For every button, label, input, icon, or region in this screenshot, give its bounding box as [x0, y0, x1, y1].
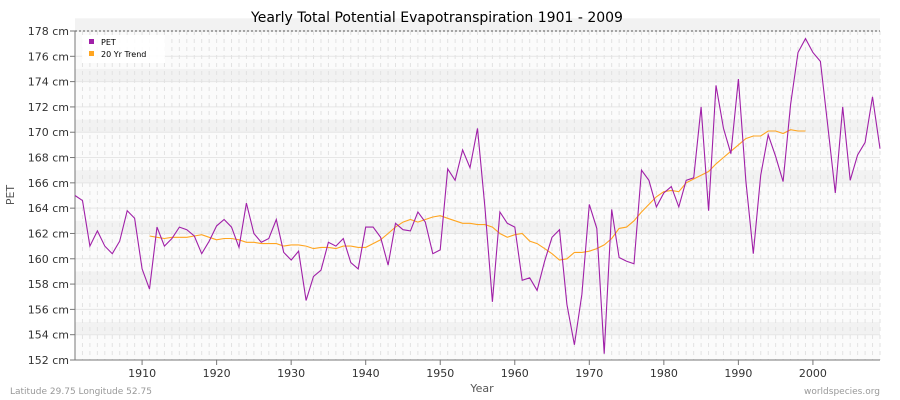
y-tick-label: 168 cm	[28, 152, 69, 165]
legend-swatch-pet	[89, 39, 94, 44]
y-tick-label: 156 cm	[28, 303, 69, 316]
y-tick-label: 158 cm	[28, 278, 69, 291]
x-tick-label: 1980	[650, 367, 678, 380]
legend: PET 20 Yr Trend	[82, 35, 165, 63]
pet-series-line	[74, 37, 881, 354]
legend-label-pet: PET	[101, 38, 116, 47]
y-tick-label: 152 cm	[28, 354, 69, 367]
x-tick-label: 1930	[277, 367, 305, 380]
grid-band	[75, 18, 880, 31]
y-axis-label: PET	[4, 185, 17, 206]
x-axis-label: Year	[469, 382, 494, 395]
y-tick-label: 172 cm	[28, 101, 69, 114]
y-tick-label: 164 cm	[28, 202, 69, 215]
x-tick-label: 1940	[352, 367, 380, 380]
x-tick-label: 1960	[501, 367, 529, 380]
y-tick-label: 174 cm	[28, 76, 69, 89]
x-tick-label: 1970	[575, 367, 603, 380]
legend-label-trend: 20 Yr Trend	[101, 50, 146, 59]
x-tick-label: 1910	[128, 367, 156, 380]
trend-series-line	[149, 129, 806, 261]
legend-swatch-trend	[89, 51, 94, 56]
x-tick-label: 1950	[426, 367, 454, 380]
y-tick-label: 176 cm	[28, 50, 69, 63]
y-tick-label: 160 cm	[28, 253, 69, 266]
y-tick-label: 166 cm	[28, 177, 69, 190]
footer-location: Latitude 29.75 Longitude 52.75	[10, 387, 152, 397]
x-tick-label: 2000	[799, 367, 827, 380]
chart-title: Yearly Total Potential Evapotranspiratio…	[250, 10, 623, 26]
footer-source[interactable]: worldspecies.org	[804, 387, 880, 397]
y-tick-label: 162 cm	[28, 227, 69, 240]
y-tick-label: 154 cm	[28, 329, 69, 342]
x-tick-label: 1920	[203, 367, 231, 380]
y-tick-label: 178 cm	[28, 25, 69, 38]
y-tick-label: 170 cm	[28, 126, 69, 139]
x-tick-label: 1990	[724, 367, 752, 380]
